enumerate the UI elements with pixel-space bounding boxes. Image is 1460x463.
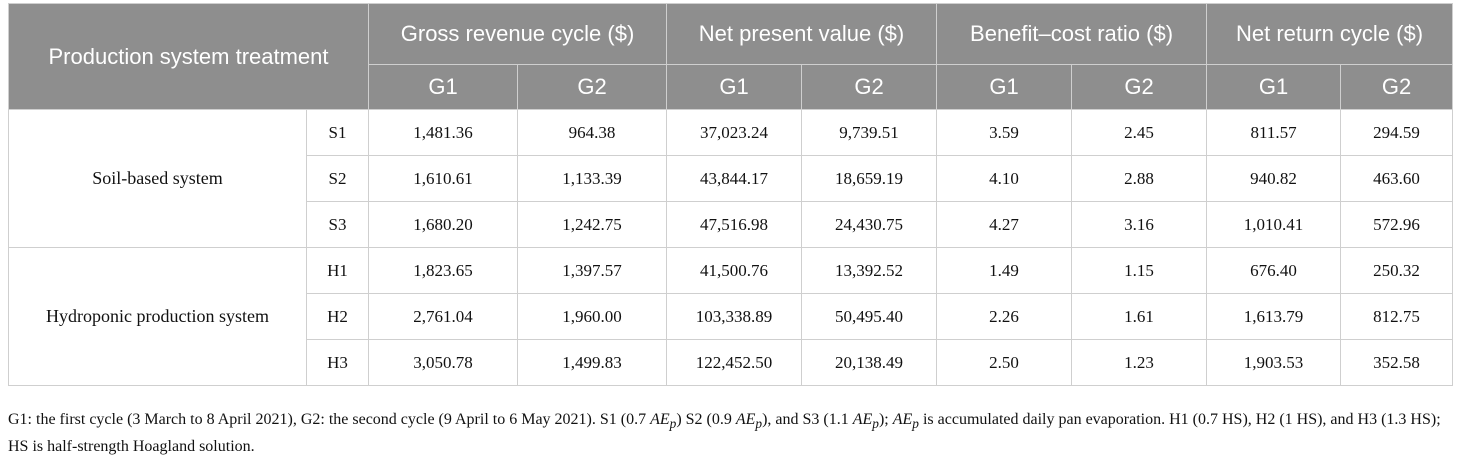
value-cell: 122,452.50 bbox=[666, 339, 803, 386]
value-cell: 37,023.24 bbox=[666, 109, 803, 156]
footnote-symbol: AE bbox=[650, 411, 670, 428]
value-cell: 1,499.83 bbox=[517, 339, 668, 386]
footnote-text: ); bbox=[878, 411, 893, 428]
value-cell: 1,242.75 bbox=[517, 201, 668, 248]
value-cell: 43,844.17 bbox=[666, 155, 803, 202]
value-cell: 294.59 bbox=[1340, 109, 1454, 156]
table-row: Hydroponic production system H1 1,823.65 1,… bbox=[8, 247, 1454, 386]
group-label: Hydroponic production system bbox=[8, 247, 307, 386]
value-cell: 1,133.39 bbox=[517, 155, 668, 202]
footnote-symbol: AE bbox=[892, 411, 913, 428]
value-cell: 4.10 bbox=[936, 155, 1073, 202]
value-cell: 1,903.53 bbox=[1206, 339, 1342, 386]
footnote-text: is accumulated daily pan evaporation. H1… bbox=[8, 411, 1441, 456]
table-row: Soil-based system S1 1,481.36 964.38 37,023.… bbox=[8, 109, 1454, 248]
cycle-header: G1 bbox=[368, 64, 519, 110]
treatment-code: S1 bbox=[305, 109, 370, 156]
footnote-text: ) S2 (0.9 bbox=[676, 411, 736, 428]
table-body: Soil-based system S1 1,481.36 964.38 37,023.… bbox=[8, 109, 1454, 386]
value-cell: 2,761.04 bbox=[368, 293, 519, 340]
table-row: H3 3,050.78 1,499.83 122,452.50 20,138.49 2.5… bbox=[9, 339, 1454, 386]
value-cell: 1,960.00 bbox=[517, 293, 668, 340]
value-cell: 41,500.76 bbox=[666, 247, 803, 294]
footnote-text: G1: the first cycle (3 March to 8 April … bbox=[8, 411, 651, 428]
footnote-symbol: AE bbox=[852, 411, 873, 428]
value-cell: 3,050.78 bbox=[368, 339, 519, 386]
table-footnote: G1: the first cycle (3 March to 8 April … bbox=[8, 408, 1452, 458]
cycle-header: G2 bbox=[517, 64, 668, 110]
table-row: H2 2,761.04 1,960.00 103,338.89 50,495.40 2.2… bbox=[9, 293, 1454, 340]
value-cell: 1,481.36 bbox=[368, 109, 519, 156]
value-cell: 9,739.51 bbox=[801, 109, 938, 156]
metric-header-net-present-value: Net present value ($) bbox=[666, 3, 938, 65]
value-cell: 1.23 bbox=[1071, 339, 1208, 386]
value-cell: 103,338.89 bbox=[666, 293, 803, 340]
footnote-symbol-subscript: p bbox=[872, 416, 879, 432]
value-cell: 1.49 bbox=[936, 247, 1073, 294]
treatment-code: S3 bbox=[305, 201, 370, 248]
value-cell: 4.27 bbox=[936, 201, 1073, 248]
value-cell: 964.38 bbox=[517, 109, 668, 156]
metric-header-benefit-cost-ratio: Benefit–cost ratio ($) bbox=[936, 3, 1208, 65]
cycle-header: G2 bbox=[1340, 64, 1454, 110]
value-cell: 1,610.61 bbox=[368, 155, 519, 202]
table-header: Production system treatment Gross revenu… bbox=[7, 3, 1454, 110]
value-cell: 50,495.40 bbox=[801, 293, 938, 340]
value-cell: 47,516.98 bbox=[666, 201, 803, 248]
table-row: S3 1,680.20 1,242.75 47,516.98 24,430.75 4.27… bbox=[9, 201, 1454, 248]
value-cell: 2.26 bbox=[936, 293, 1073, 340]
cycle-header: G2 bbox=[1071, 64, 1208, 110]
group-label: Soil-based system bbox=[8, 109, 307, 248]
value-cell: 1.15 bbox=[1071, 247, 1208, 294]
value-cell: 20,138.49 bbox=[801, 339, 938, 386]
value-cell: 24,430.75 bbox=[801, 201, 938, 248]
value-cell: 1,010.41 bbox=[1206, 201, 1342, 248]
value-cell: 1.61 bbox=[1071, 293, 1208, 340]
metric-header-net-return: Net return cycle ($) bbox=[1206, 3, 1454, 65]
treatment-code: H3 bbox=[305, 339, 370, 386]
value-cell: 2.45 bbox=[1071, 109, 1208, 156]
value-cell: 3.16 bbox=[1071, 201, 1208, 248]
table-row: S2 1,610.61 1,133.39 43,844.17 18,659.19 4.10… bbox=[9, 155, 1454, 202]
footnote-symbol-subscript: p bbox=[755, 416, 763, 432]
value-cell: 940.82 bbox=[1206, 155, 1342, 202]
value-cell: 812.75 bbox=[1340, 293, 1454, 340]
metric-header-gross-revenue: Gross revenue cycle ($) bbox=[368, 3, 668, 65]
footnote-symbol-subscript: p bbox=[912, 416, 919, 432]
cycle-header: G1 bbox=[1206, 64, 1342, 110]
value-cell: 18,659.19 bbox=[801, 155, 938, 202]
value-cell: 352.58 bbox=[1340, 339, 1454, 386]
value-cell: 1,680.20 bbox=[368, 201, 519, 248]
value-cell: 13,392.52 bbox=[801, 247, 938, 294]
treatment-code: H2 bbox=[305, 293, 370, 340]
treatment-code: H1 bbox=[305, 247, 370, 294]
value-cell: 463.60 bbox=[1340, 155, 1454, 202]
row-label-header: Production system treatment bbox=[7, 3, 370, 110]
value-cell: 2.50 bbox=[936, 339, 1073, 386]
value-cell: 1,397.57 bbox=[517, 247, 668, 294]
footnote-text: ), and S3 (1.1 bbox=[762, 411, 853, 428]
value-cell: 250.32 bbox=[1340, 247, 1454, 294]
value-cell: 1,613.79 bbox=[1206, 293, 1342, 340]
treatment-code: S2 bbox=[305, 155, 370, 202]
value-cell: 676.40 bbox=[1206, 247, 1342, 294]
value-cell: 811.57 bbox=[1206, 109, 1342, 156]
cycle-header: G1 bbox=[936, 64, 1073, 110]
value-cell: 3.59 bbox=[936, 109, 1073, 156]
economic-analysis-table: Production system treatment Gross revenu… bbox=[7, 3, 1454, 386]
cycle-header: G1 bbox=[666, 64, 803, 110]
footnote-symbol: AE bbox=[735, 411, 756, 428]
value-cell: 1,823.65 bbox=[368, 247, 519, 294]
value-cell: 572.96 bbox=[1340, 201, 1454, 248]
cycle-header: G2 bbox=[801, 64, 938, 110]
value-cell: 2.88 bbox=[1071, 155, 1208, 202]
footnote-symbol-subscript: p bbox=[669, 416, 677, 432]
